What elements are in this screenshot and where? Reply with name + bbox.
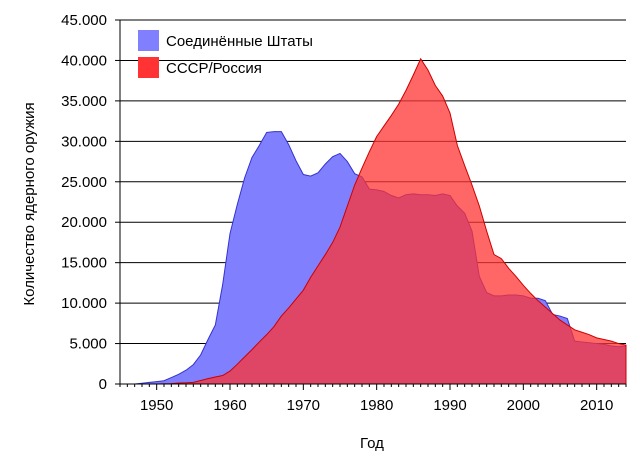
legend: Соединённые Штаты СССР/Россия [138,30,313,78]
y-tick-label: 10.000 [61,295,107,312]
y-tick-label: 40.000 [61,52,107,69]
legend-label-ussr-russia: СССР/Россия [166,60,262,77]
legend-swatch-us [138,30,159,51]
x-tick-label: 1970 [287,397,320,414]
y-tick-label: 0 [99,376,107,393]
axes [119,20,626,385]
area-ussr-russia [120,57,627,385]
x-tick-label: 1960 [213,397,246,414]
x-axis-title: Год [360,435,384,452]
y-tick-label: 45.000 [61,12,107,29]
y-tick-label: 20.000 [61,214,107,231]
y-tick-label: 30.000 [61,133,107,150]
x-tick-label: 1980 [360,397,393,414]
y-tick-label: 25.000 [61,174,107,191]
legend-swatch-ussr-russia [138,57,159,78]
x-tick-label: 2000 [507,397,540,414]
x-axis-ticks: 1950 1960 1970 1980 1990 2000 2010 [119,384,627,414]
x-tick-label: 1990 [433,397,466,414]
y-tick-label: 15.000 [61,255,107,272]
y-tick-label: 35.000 [61,93,107,110]
x-tick-label: 2010 [580,397,613,414]
y-axis-title: Количество ядерного оружия [21,102,38,305]
legend-label-us: Соединённые Штаты [166,33,313,50]
x-tick-label: 1950 [140,397,173,414]
y-tick-label: 5.000 [69,336,107,353]
y-axis-ticks: 0 5.000 10.000 15.000 20.000 25.000 30.000 35.0… [61,12,120,393]
